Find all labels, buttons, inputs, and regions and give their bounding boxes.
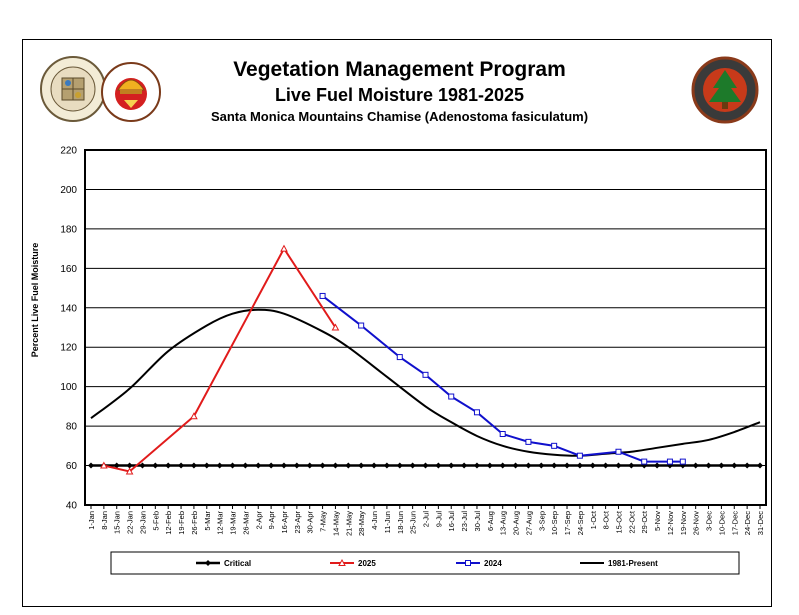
species-label: Santa Monica Mountains Chamise (Adenosto… bbox=[210, 109, 589, 124]
fire-department-logo bbox=[101, 62, 161, 122]
forestry-division-logo bbox=[691, 56, 759, 124]
chart-title: Vegetation Management Program bbox=[233, 58, 566, 81]
y-axis-label: Percent Live Fuel Moisture bbox=[30, 242, 40, 358]
chart-subtitle: Live Fuel Moisture 1981-2025 bbox=[274, 85, 525, 105]
county-seal-logo bbox=[40, 56, 106, 122]
